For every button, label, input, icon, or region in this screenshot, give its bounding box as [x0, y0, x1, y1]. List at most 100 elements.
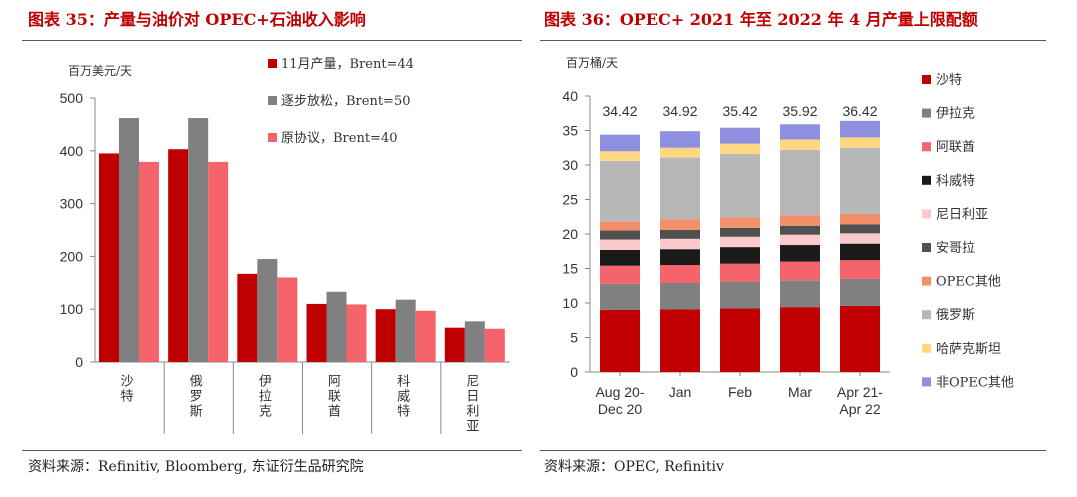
- right-stack-segment: [840, 233, 880, 244]
- right-stack-segment: [600, 230, 640, 240]
- right-legend-swatch: [922, 175, 931, 185]
- left-category-label: 俄罗斯: [187, 374, 203, 419]
- right-y-tick-label: 40: [562, 88, 578, 104]
- left-y-tick-label: 100: [60, 301, 84, 317]
- right-y-tick-label: 5: [570, 330, 578, 346]
- right-stack-segment: [600, 239, 640, 250]
- right-stack-segment: [780, 215, 820, 226]
- right-category-label: Aug 20-: [595, 384, 644, 400]
- right-legend-label: 伊拉克: [936, 107, 975, 122]
- right-title-rule: [540, 40, 1046, 41]
- right-stack-segment: [660, 229, 700, 239]
- right-stack-segment: [660, 309, 700, 372]
- left-legend-label: 逐步放松，Brent=50: [281, 94, 411, 109]
- left-bar: [139, 161, 159, 362]
- right-legend-swatch: [922, 310, 931, 320]
- right-stack-segment: [600, 309, 640, 372]
- left-bar: [257, 259, 278, 362]
- right-legend-label: 哈萨克斯坦: [936, 342, 1001, 357]
- right-stack-segment: [840, 260, 880, 279]
- right-stack-segment: [840, 147, 880, 214]
- right-stack-segment: [660, 249, 700, 266]
- right-stack-segment: [780, 261, 820, 281]
- left-legend-swatch: [268, 59, 277, 68]
- left-bar: [119, 118, 139, 363]
- right-stack-segment: [840, 213, 880, 225]
- right-legend-label: 阿联酋: [936, 139, 975, 155]
- left-category-label: 尼日利亚: [463, 374, 479, 434]
- right-stack-segment: [720, 236, 760, 248]
- right-total-label: 35.92: [782, 103, 817, 119]
- right-stack-segment: [720, 281, 760, 309]
- right-source-note: 资料来源：OPEC, Refinitiv: [544, 459, 724, 475]
- right-stack-segment: [840, 137, 880, 148]
- right-stack-segment: [600, 221, 640, 231]
- left-bar-chart: 百万美元/天 0 100 200 300 400 500 沙特 俄罗斯 伊拉克 阿联酋 科威特 尼日利亚…: [60, 57, 510, 434]
- left-legend-swatch: [268, 133, 277, 142]
- left-bar: [415, 310, 436, 362]
- right-stack-segment: [660, 219, 700, 230]
- left-source-rule: [22, 450, 522, 451]
- right-category-label: Apr 21-: [837, 384, 883, 400]
- right-y-tick-label: 0: [570, 364, 578, 380]
- right-stack-segment: [780, 307, 820, 372]
- right-stack-segment: [660, 131, 700, 148]
- right-stack-segment: [600, 151, 640, 161]
- right-stack-segment: [840, 224, 880, 234]
- right-stack-segment: [780, 139, 820, 150]
- right-y-tick-label: 30: [562, 157, 578, 173]
- right-legend-swatch: [922, 108, 931, 118]
- left-bar: [444, 327, 465, 362]
- right-stack-segment: [780, 234, 820, 246]
- right-stack-segment: [660, 265, 700, 283]
- left-y-tick-label: 300: [60, 196, 84, 212]
- right-legend-label: 沙特: [936, 73, 962, 88]
- right-stack-segment: [780, 225, 820, 235]
- right-y-tick-label: 20: [562, 226, 578, 242]
- right-stack-segment: [840, 278, 880, 306]
- right-stack-segment: [720, 127, 760, 144]
- right-stack-segment: [660, 157, 700, 220]
- right-stack-segment: [600, 283, 640, 310]
- right-stack-segment: [720, 153, 760, 218]
- left-y-tick-label: 500: [60, 90, 84, 106]
- right-stack-segment: [600, 265, 640, 284]
- left-legend-label: 11月产量，Brent=44: [281, 57, 414, 72]
- right-stack-segment: [600, 249, 640, 266]
- right-legend-swatch: [922, 343, 931, 353]
- right-stack-segment: [600, 160, 640, 222]
- right-legend-label: 非OPEC其他: [936, 375, 1014, 390]
- right-total-label: 34.92: [662, 103, 697, 119]
- left-category-label: 伊拉克: [256, 374, 272, 419]
- right-figure-panel: 图表 36：OPEC+ 2021 年至 2022 年 4 月产量上限配额 百万桶…: [540, 0, 1077, 497]
- left-y-tick-label: 0: [75, 354, 83, 370]
- right-category-label: Mar: [788, 384, 812, 400]
- right-stack-segment: [840, 120, 880, 138]
- left-legend-label: 原协议，Brent=40: [281, 131, 398, 146]
- right-legend-swatch: [922, 377, 931, 387]
- right-stack-segment: [660, 147, 700, 158]
- left-bar: [99, 153, 119, 362]
- left-bar: [484, 328, 505, 362]
- right-stack-segment: [780, 124, 820, 140]
- right-source-rule: [540, 450, 1046, 451]
- left-y-tick-label: 200: [60, 248, 84, 264]
- right-stack-segment: [780, 149, 820, 216]
- right-stack-segment: [720, 263, 760, 282]
- right-legend-label: 尼日利亚: [936, 207, 988, 222]
- left-bar: [464, 321, 485, 362]
- right-stack-segment: [840, 243, 880, 261]
- right-stack-segment: [840, 305, 880, 372]
- left-category-label: 科威特: [394, 374, 410, 419]
- right-stack-segment: [720, 308, 760, 372]
- left-bar: [277, 277, 298, 362]
- left-y-axis-label: 百万美元/天: [68, 64, 132, 78]
- right-stack-segment: [720, 247, 760, 264]
- right-stacked-bar-chart: 百万桶/天 0 5 10 15 20 25 30 35 40 34.42 Aug 20-Dec 20 3…: [562, 55, 1014, 417]
- right-stack-segment: [660, 238, 700, 250]
- left-legend-swatch: [268, 96, 277, 105]
- left-title-rule: [22, 40, 522, 41]
- right-legend-swatch: [922, 243, 931, 252]
- right-legend-label: 科威特: [936, 174, 975, 189]
- right-stack-segment: [720, 143, 760, 154]
